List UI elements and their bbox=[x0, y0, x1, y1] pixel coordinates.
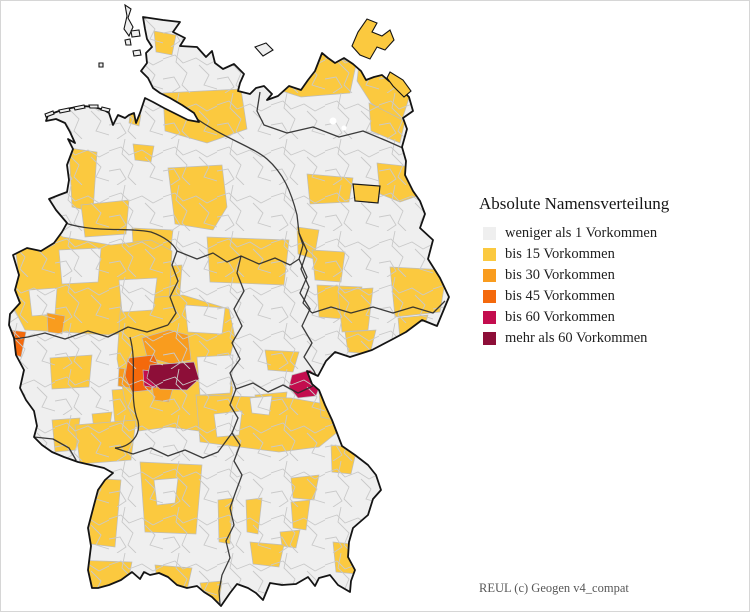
state-border-line bbox=[298, 258, 320, 383]
legend-item-label: bis 15 Vorkommen bbox=[505, 246, 615, 262]
island-pellworm bbox=[132, 49, 142, 57]
legend-item-label: bis 30 Vorkommen bbox=[505, 267, 615, 283]
map-body bbox=[9, 17, 449, 606]
legend-item: bis 45 Vorkommen bbox=[483, 286, 657, 307]
state-border-line bbox=[114, 432, 233, 459]
legend-swatch bbox=[483, 332, 496, 345]
island-fehmarn bbox=[254, 42, 274, 57]
legend-swatch-color bbox=[483, 248, 496, 261]
legend-item: weniger als 1 Vorkommen bbox=[483, 223, 657, 244]
islands bbox=[44, 3, 412, 118]
island-amrum bbox=[124, 38, 132, 46]
island-east-frisian bbox=[73, 104, 86, 111]
legend-item: bis 60 Vorkommen bbox=[483, 307, 657, 328]
credit-text: REUL (c) Geogen v4_compat bbox=[479, 581, 629, 595]
island-east-frisian bbox=[44, 110, 55, 118]
legend-item: bis 15 Vorkommen bbox=[483, 244, 657, 265]
island-east-frisian bbox=[100, 106, 111, 113]
legend-swatch bbox=[483, 227, 496, 240]
state-border-line bbox=[114, 336, 140, 449]
state-border-line bbox=[256, 91, 409, 163]
state-border-line bbox=[229, 255, 245, 390]
island-helgoland bbox=[98, 62, 104, 68]
lake bbox=[329, 117, 337, 125]
state-border-line bbox=[218, 388, 243, 605]
state-border-line bbox=[298, 232, 313, 314]
island-usedom bbox=[386, 71, 412, 98]
state-border-line bbox=[64, 222, 179, 326]
legend-swatch-color bbox=[483, 311, 496, 324]
legend-swatch-color bbox=[483, 332, 496, 345]
legend-item: bis 30 Vorkommen bbox=[483, 265, 657, 286]
legend-swatch-color bbox=[483, 290, 496, 303]
legend-title: Absolute Namensverteilung bbox=[479, 194, 670, 213]
legend-item-label: bis 60 Vorkommen bbox=[505, 309, 615, 325]
district-mesh bbox=[9, 17, 449, 606]
legend-swatch bbox=[483, 311, 496, 324]
legend-item-label: weniger als 1 Vorkommen bbox=[505, 225, 658, 241]
legend-item-label: bis 45 Vorkommen bbox=[505, 288, 615, 304]
legend-swatch-color bbox=[483, 269, 496, 282]
island-foehr bbox=[130, 29, 141, 38]
legend-item: mehr als 60 Vorkommen bbox=[483, 328, 657, 349]
state-border-line bbox=[13, 324, 169, 340]
legend-swatch bbox=[483, 269, 496, 282]
island-east-frisian bbox=[88, 104, 99, 109]
state-borders bbox=[13, 91, 446, 605]
state-border-line bbox=[196, 118, 300, 234]
map-legend: weniger als 1 Vorkommen bis 15 Vorkommen… bbox=[483, 223, 657, 349]
island-east-frisian bbox=[58, 107, 71, 114]
legend-swatch bbox=[483, 248, 496, 261]
legend-item-label: mehr als 60 Vorkommen bbox=[505, 330, 648, 346]
island-ruegen bbox=[351, 18, 395, 60]
legend-swatch-color bbox=[483, 227, 496, 240]
lake bbox=[341, 125, 347, 131]
district-area-berlin bbox=[352, 183, 381, 204]
state-border-line bbox=[235, 381, 320, 394]
state-border-line bbox=[311, 300, 446, 314]
legend-swatch bbox=[483, 290, 496, 303]
state-border-line bbox=[176, 232, 304, 266]
